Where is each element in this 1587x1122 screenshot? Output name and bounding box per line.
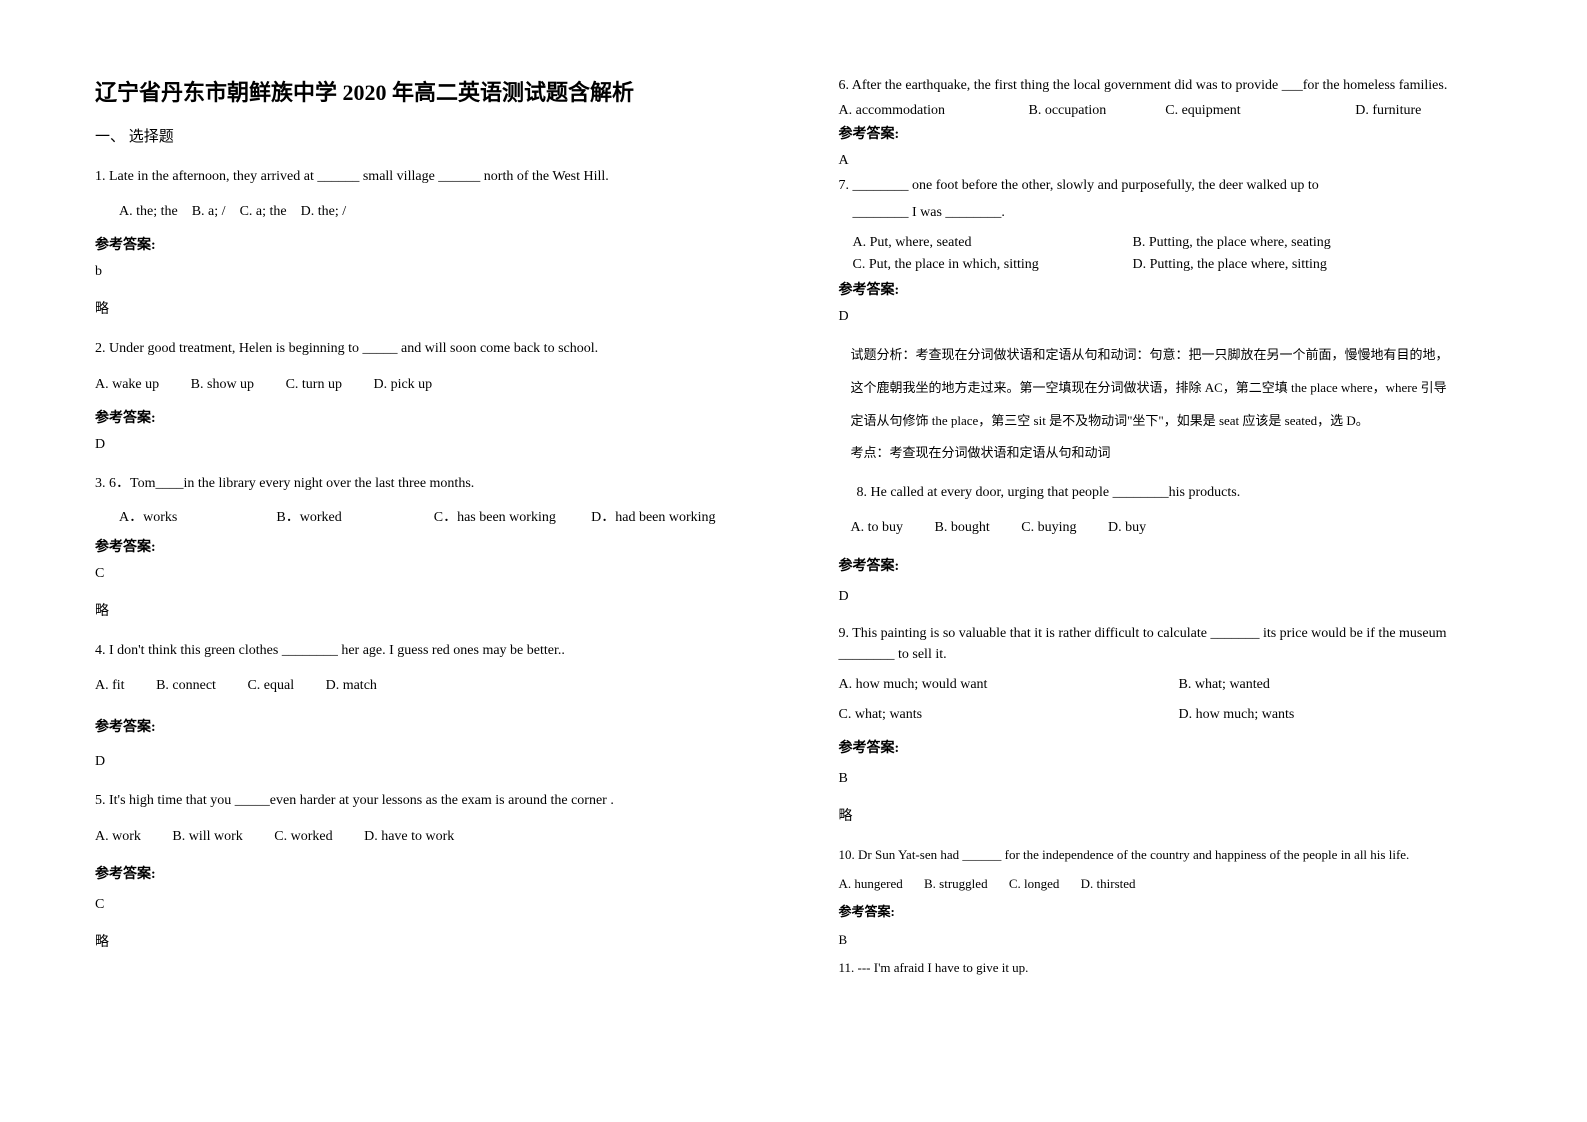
q6-answer-label: 参考答案: [839,123,1493,143]
q7-explanation-4: 考点：考查现在分词做状语和定语从句和动词 [839,441,1493,466]
q4-option-b: B. connect [156,678,216,693]
q4-option-d: D. match [326,678,377,693]
question-5-text: 5. It's high time that you _____even har… [95,788,749,813]
question-10-text: 10. Dr Sun Yat-sen had ______ for the in… [839,843,1493,866]
q5-answer: C [95,897,749,913]
question-1-options: A. the; the B. a; / C. a; the D. the; / [95,199,749,224]
q3-option-c: C．has been working [434,506,591,526]
q2-option-b: B. show up [191,377,254,392]
q7-option-d: D. Putting, the place where, sitting [1133,257,1493,273]
q7-option-a: A. Put, where, seated [853,235,1133,251]
q3-option-a: A．works [119,506,276,526]
q8-option-c: C. buying [1021,520,1076,535]
q3-answer: C [95,566,749,582]
q7-option-b: B. Putting, the place where, seating [1133,235,1493,251]
q5-note: 略 [95,931,749,951]
q4-answer-label: 参考答案: [95,716,749,736]
question-5-options: A. work B. will work C. worked D. have t… [95,824,749,849]
q7-answer: D [839,309,1493,325]
q5-option-a: A. work [95,829,141,844]
q5-answer-label: 参考答案: [95,863,749,883]
question-7-text2: ________ I was ________. [839,200,1493,225]
left-column: 辽宁省丹东市朝鲜族中学 2020 年高二英语测试题含解析 一、 选择题 1. L… [50,75,794,1082]
q10-option-d: D. thirsted [1081,876,1136,891]
q1-option-d: D. the; / [301,204,347,219]
q3-note: 略 [95,600,749,620]
q8-option-a: A. to buy [851,520,904,535]
question-9-options-row2: C. what; wants D. how much; wants [839,707,1493,723]
q10-option-a: A. hungered [839,876,903,891]
q5-option-b: B. will work [172,829,242,844]
q1-answer-label: 参考答案: [95,234,749,254]
q3-option-d: D．had been working [591,506,748,526]
document-title: 辽宁省丹东市朝鲜族中学 2020 年高二英语测试题含解析 [95,75,749,107]
q2-option-d: D. pick up [373,377,432,392]
q4-option-c: C. equal [247,678,294,693]
question-4-options: A. fit B. connect C. equal D. match [95,673,749,698]
q8-answer-label: 参考答案: [839,555,1493,575]
question-10-options: A. hungered B. struggled C. longed D. th… [839,872,1493,895]
q5-option-d: D. have to work [364,829,454,844]
q10-option-b: B. struggled [924,876,988,891]
q9-option-b: B. what; wanted [1179,677,1493,693]
section-header: 一、 选择题 [95,125,749,146]
right-column: 6. After the earthquake, the first thing… [794,75,1538,1082]
q7-answer-label: 参考答案: [839,279,1493,299]
q7-explanation-2: 这个鹿朝我坐的地方走过来。第一空填现在分词做状语，排除 AC，第二空填 the … [839,376,1493,401]
q3-answer-label: 参考答案: [95,536,749,556]
question-6-options: A. accommodation B. occupation C. equipm… [839,100,1493,121]
q9-answer: B [839,771,1493,787]
q1-option-a: A. the; the [119,204,178,219]
q10-answer-label: 参考答案: [839,901,1493,920]
q2-option-a: A. wake up [95,377,159,392]
q6-answer: A [839,153,1493,169]
question-3-text: 3. 6．Tom____in the library every night o… [95,471,749,496]
question-8-options: A. to buy B. bought C. buying D. buy [839,515,1493,540]
question-11-text: 11. --- I'm afraid I have to give it up. [839,956,1493,979]
q7-explanation-3: 定语从句修饰 the place，第三空 sit 是不及物动词"坐下"，如果是 … [839,409,1493,434]
q8-option-d: D. buy [1108,520,1146,535]
q1-option-c: C. a; the [240,204,287,219]
q2-answer: D [95,437,749,453]
question-9-options-row1: A. how much; would want B. what; wanted [839,677,1493,693]
question-2-options: A. wake up B. show up C. turn up D. pick… [95,372,749,397]
q6-option-a: A. accommodation [839,100,1029,121]
q4-option-a: A. fit [95,678,125,693]
question-8-text: 8. He called at every door, urging that … [839,480,1493,505]
q7-option-c: C. Put, the place in which, sitting [853,257,1133,273]
q4-answer: D [95,754,749,770]
q9-option-c: C. what; wants [839,707,1179,723]
question-3-options: A．works B．worked C．has been working D．ha… [95,506,749,526]
question-9-text: 9. This painting is so valuable that it … [839,623,1493,665]
q3-option-b: B．worked [276,506,433,526]
q6-option-c: C. equipment [1165,100,1355,121]
q7-explanation-1: 试题分析：考查现在分词做状语和定语从句和动词：句意：把一只脚放在另一个前面，慢慢… [839,343,1493,368]
q9-option-a: A. how much; would want [839,677,1179,693]
q2-answer-label: 参考答案: [95,407,749,427]
question-7-options: A. Put, where, seated B. Putting, the pl… [839,235,1493,273]
question-1-text: 1. Late in the afternoon, they arrived a… [95,164,749,189]
question-6-text: 6. After the earthquake, the first thing… [839,75,1493,96]
q9-note: 略 [839,805,1493,825]
q1-answer: b [95,264,749,280]
question-7-text: 7. ________ one foot before the other, s… [839,173,1493,198]
q10-option-c: C. longed [1009,876,1060,891]
q10-answer: B [839,932,1493,948]
q1-note: 略 [95,298,749,318]
q1-option-b: B. a; / [192,204,226,219]
q9-option-d: D. how much; wants [1179,707,1493,723]
q5-option-c: C. worked [274,829,332,844]
question-2-text: 2. Under good treatment, Helen is beginn… [95,336,749,361]
q9-answer-label: 参考答案: [839,737,1493,757]
q2-option-c: C. turn up [286,377,342,392]
question-4-text: 4. I don't think this green clothes ____… [95,638,749,663]
q6-option-d: D. furniture [1355,100,1492,121]
q8-answer: D [839,589,1493,605]
q6-option-b: B. occupation [1029,100,1166,121]
q8-option-b: B. bought [935,520,990,535]
